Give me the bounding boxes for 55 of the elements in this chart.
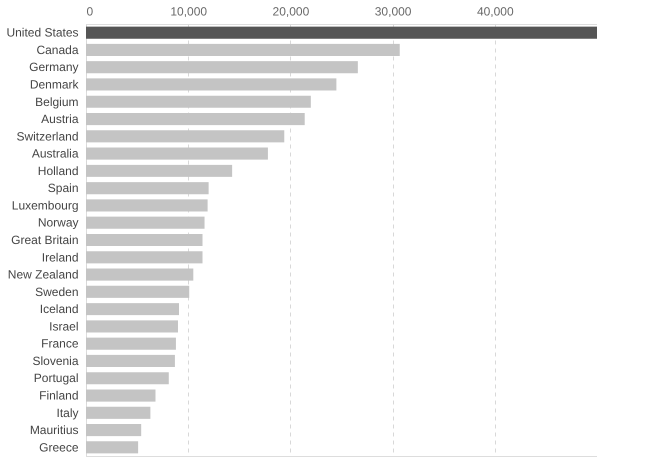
bar <box>86 130 284 142</box>
bar <box>86 78 336 91</box>
y-tick-label: Ireland <box>42 250 78 264</box>
y-tick-label: Austria <box>41 112 79 126</box>
bar <box>86 61 358 74</box>
y-tick-label: Greece <box>39 440 79 454</box>
bar <box>86 372 169 384</box>
y-tick-label: Canada <box>36 42 79 57</box>
y-tick-label: France <box>41 336 79 351</box>
x-tick-label: 30,000 <box>374 4 412 18</box>
y-tick-label: Belgium <box>35 94 78 109</box>
y-tick-label: Denmark <box>30 77 80 92</box>
x-tick-label: 40,000 <box>476 4 514 18</box>
x-tick-label: 10,000 <box>170 4 208 18</box>
y-tick-label: United States <box>6 26 78 40</box>
y-tick-label: Spain <box>48 181 78 196</box>
bar <box>86 406 150 419</box>
bar <box>86 389 156 402</box>
bar <box>86 112 305 126</box>
bar <box>86 424 142 436</box>
x-tick-label: 0 <box>86 4 94 18</box>
y-tick-label: Switzerland <box>16 129 78 144</box>
y-tick-label: Holland <box>38 164 78 178</box>
bar <box>86 441 138 454</box>
bar <box>86 251 203 264</box>
y-tick-label: Australia <box>32 146 79 161</box>
bar <box>86 303 179 316</box>
bar <box>86 44 400 56</box>
y-tick-label: Germany <box>29 60 78 74</box>
bar <box>86 234 203 246</box>
bar <box>86 164 232 177</box>
bar <box>86 286 190 298</box>
y-tick-label: Finland <box>39 388 78 403</box>
y-tick-label: Norway <box>38 216 78 230</box>
bar <box>86 26 597 39</box>
bar <box>86 320 178 332</box>
bar <box>86 338 176 350</box>
y-tick-label: Mauritius <box>30 423 78 438</box>
bar <box>86 96 311 108</box>
bar <box>86 182 209 194</box>
bar <box>86 199 208 212</box>
y-tick-label: New Zealand <box>8 268 78 282</box>
bar <box>86 354 175 368</box>
y-tick-label: Israel <box>49 319 78 334</box>
y-tick-label: Italy <box>56 406 78 420</box>
bar <box>86 148 268 160</box>
y-tick-label: Sweden <box>35 284 78 299</box>
bar <box>86 268 194 281</box>
y-tick-label: Luxembourg <box>12 198 78 212</box>
x-tick-label: 20,000 <box>272 4 310 18</box>
y-tick-label: Great Britain <box>11 233 78 247</box>
y-tick-label: Portugal <box>34 371 78 386</box>
bar <box>86 216 205 229</box>
y-tick-label: Slovenia <box>32 354 79 368</box>
y-tick-label: Iceland <box>40 302 78 316</box>
